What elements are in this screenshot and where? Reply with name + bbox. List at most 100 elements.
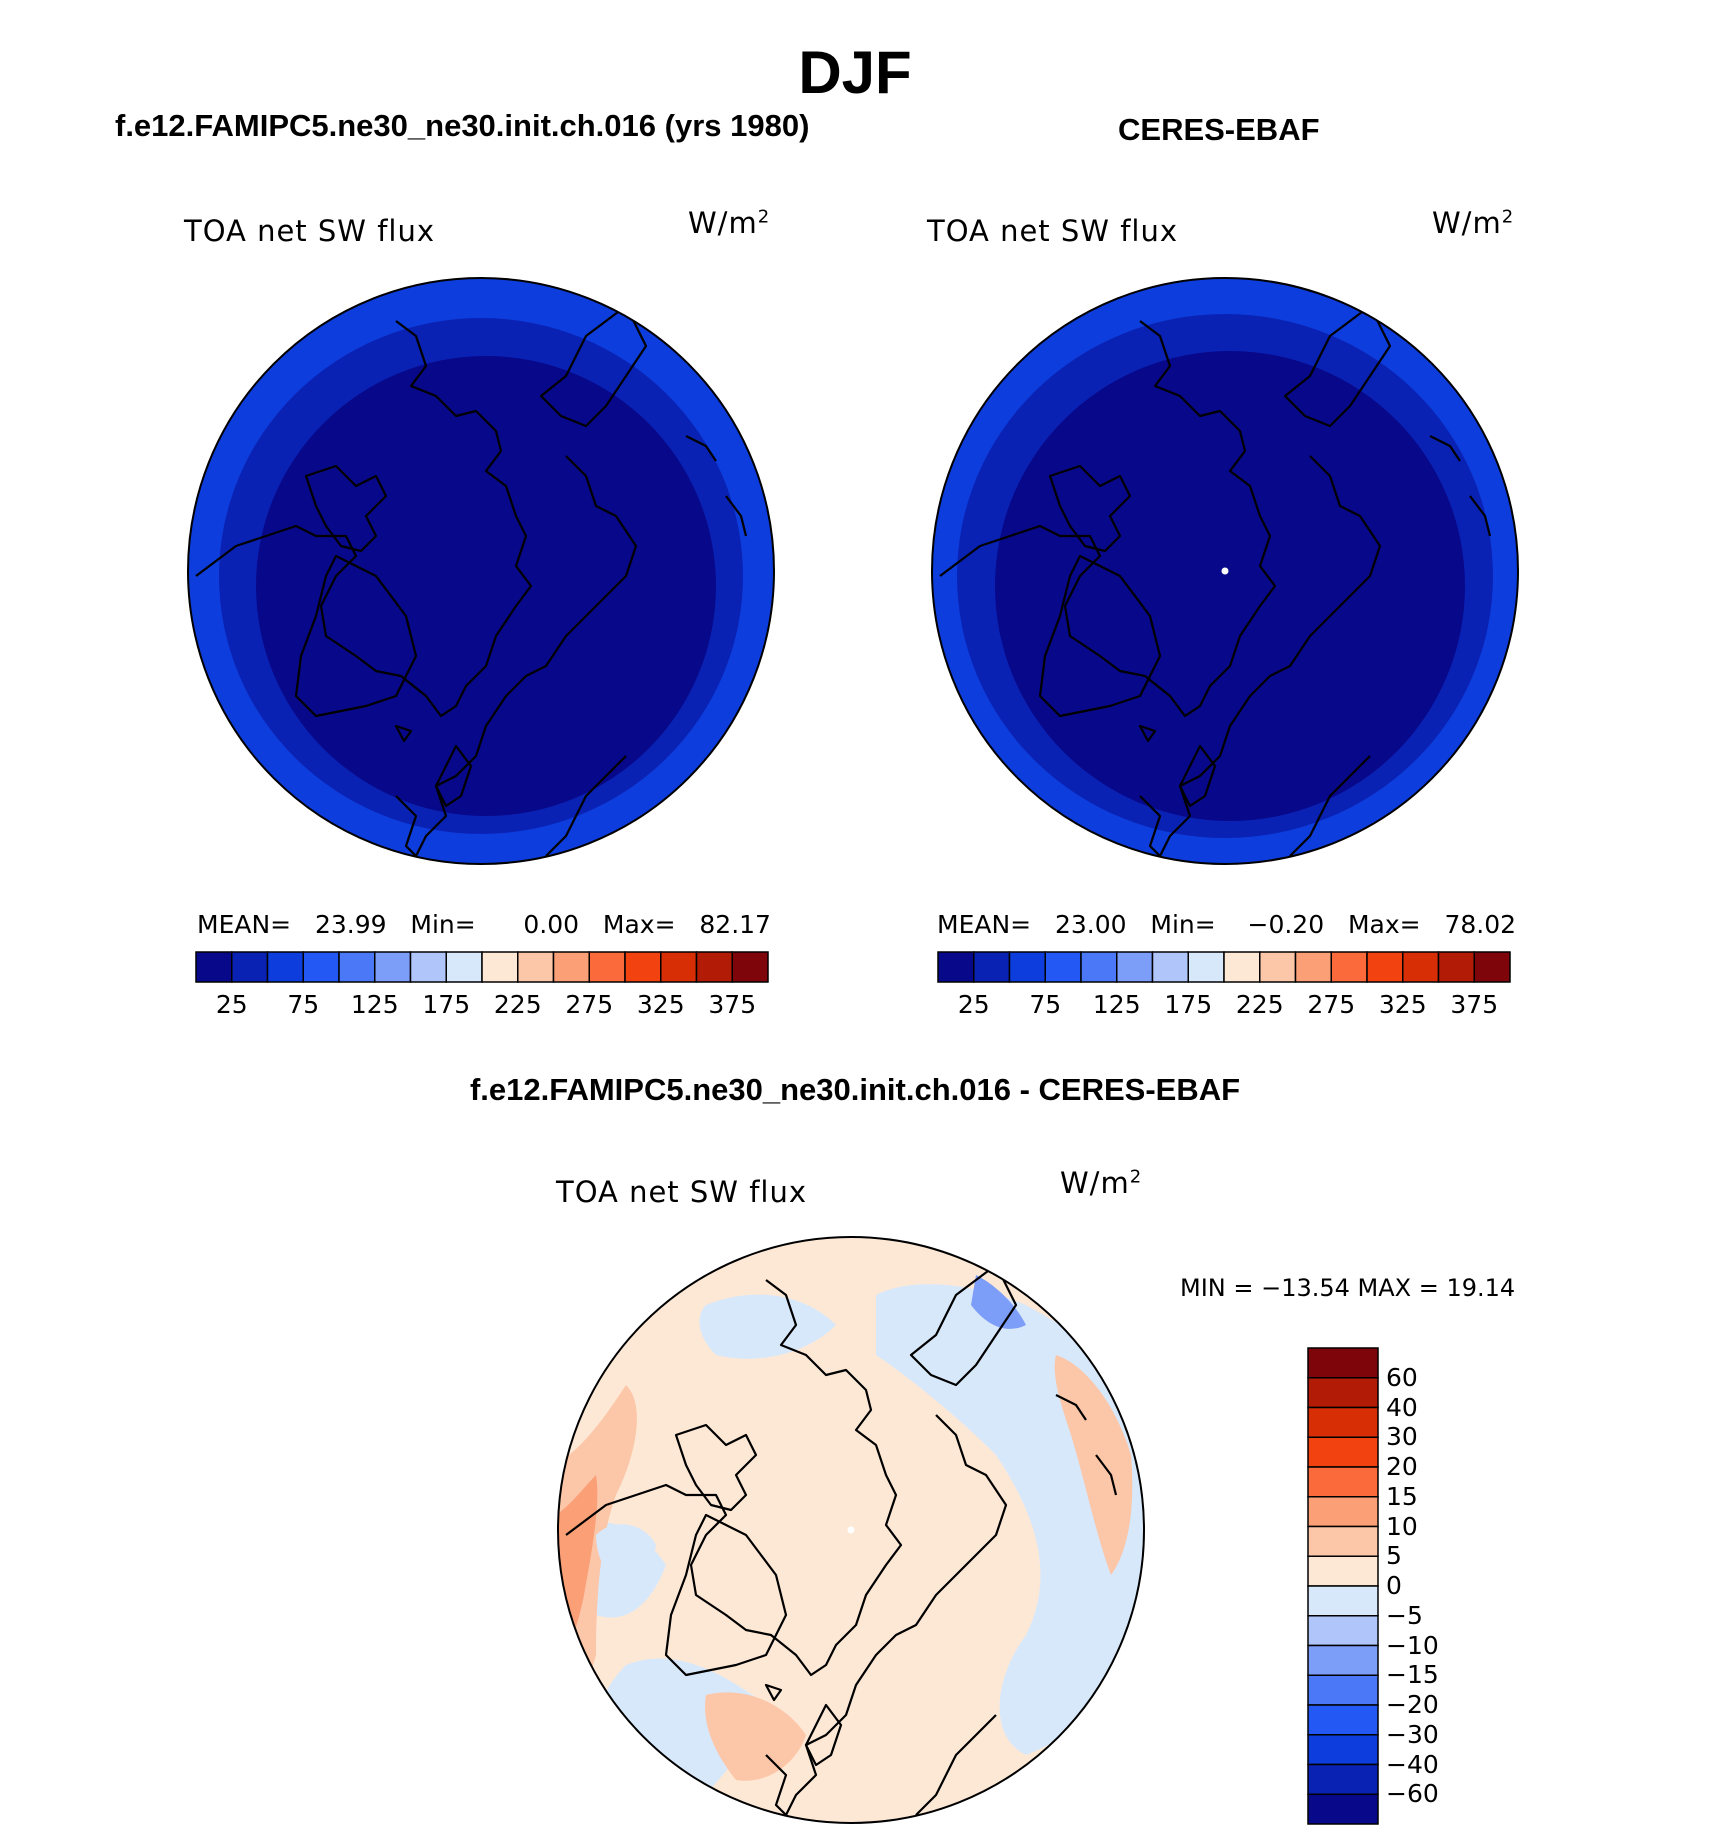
colorbar-swatch	[1307, 1793, 1379, 1825]
obs-stats: MEAN= 23.00 Min= −0.20 Max= 78.02	[937, 910, 1517, 939]
colorbar-swatch	[1116, 951, 1154, 983]
colorbar-tick-label: 325	[636, 990, 685, 1019]
colorbar-swatch	[481, 951, 519, 983]
figure-title: DJF	[798, 39, 912, 106]
diff-colorbar	[1307, 1347, 1379, 1825]
colorbar-swatch	[517, 951, 555, 983]
colorbar-tick-label: 225	[493, 990, 542, 1019]
model-stats: MEAN= 23.99 Min= 0.00 Max= 82.17	[197, 910, 771, 939]
colorbar-swatch	[1366, 951, 1404, 983]
colorbar-swatch	[1307, 1763, 1379, 1795]
colorbar-tick-label: 20	[1386, 1452, 1418, 1481]
colorbar-tick-label: 225	[1235, 990, 1284, 1019]
colorbar-swatch	[1307, 1644, 1379, 1676]
model-inner-field	[256, 356, 716, 816]
colorbar-tick-label: −10	[1386, 1630, 1439, 1660]
colorbar-swatch	[1307, 1704, 1379, 1736]
obs-variable-label: TOA net SW flux	[927, 214, 1179, 248]
colorbar-tick-label: −5	[1386, 1600, 1423, 1630]
colorbar-tick-label: 10	[1386, 1511, 1418, 1541]
obs-colorbar	[937, 951, 1511, 983]
colorbar-swatch	[1473, 951, 1511, 983]
colorbar-swatch	[937, 951, 975, 983]
colorbar-tick-label: −20	[1386, 1690, 1439, 1719]
colorbar-swatch	[1080, 951, 1118, 983]
colorbar-swatch	[1307, 1674, 1379, 1706]
colorbar-swatch	[1307, 1525, 1379, 1557]
colorbar-tick-label: 75	[287, 990, 320, 1019]
colorbar-tick-label: −30	[1386, 1719, 1439, 1749]
colorbar-swatch	[1259, 951, 1297, 983]
colorbar-tick-label: 0	[1386, 1571, 1402, 1600]
colorbar-swatch	[552, 951, 590, 983]
colorbar-tick-label: 25	[215, 990, 248, 1019]
colorbar-swatch	[1307, 1466, 1379, 1498]
colorbar-swatch	[1307, 1406, 1379, 1438]
colorbar-swatch	[1044, 951, 1082, 983]
colorbar-tick-label: 25	[957, 990, 990, 1019]
colorbar-tick-label: 75	[1029, 990, 1062, 1019]
model-colorbar	[195, 951, 769, 983]
diff-negative-region-north	[699, 1294, 836, 1359]
colorbar-tick-label: 275	[1307, 990, 1356, 1019]
colorbar-tick-label: 125	[350, 990, 399, 1019]
colorbar-swatch	[1307, 1734, 1379, 1766]
colorbar-tick-label: 175	[1164, 990, 1213, 1019]
colorbar-tick-label: 275	[565, 990, 614, 1019]
colorbar-tick-label: 175	[422, 990, 471, 1019]
colorbar-tick-label: 125	[1092, 990, 1141, 1019]
colorbar-swatch	[1402, 951, 1440, 983]
colorbar-swatch	[1330, 951, 1368, 983]
colorbar-tick-label: −40	[1386, 1749, 1439, 1779]
colorbar-swatch	[302, 951, 340, 983]
colorbar-swatch	[624, 951, 662, 983]
obs-inner-field	[995, 351, 1465, 821]
diff-panel-header: f.e12.FAMIPC5.ne30_ne30.init.ch.016 - CE…	[469, 1072, 1241, 1107]
colorbar-swatch	[660, 951, 698, 983]
colorbar-swatch	[374, 951, 412, 983]
colorbar-swatch	[1223, 951, 1261, 983]
colorbar-swatch	[1151, 951, 1189, 983]
model-variable-label: TOA net SW flux	[184, 214, 436, 248]
model-units-label: W/m2	[688, 206, 771, 240]
colorbar-tick-label: 60	[1386, 1362, 1418, 1392]
diff-land-negative	[596, 1524, 656, 1582]
colorbar-swatch	[1307, 1377, 1379, 1409]
colorbar-tick-label: 30	[1386, 1422, 1418, 1452]
diff-units-label: W/m2	[1060, 1166, 1143, 1200]
colorbar-swatch	[973, 951, 1011, 983]
obs-coastlines	[939, 304, 1492, 864]
colorbar-swatch	[445, 951, 483, 983]
colorbar-swatch	[409, 951, 447, 983]
colorbar-swatch	[1307, 1555, 1379, 1587]
colorbar-swatch	[1307, 1436, 1379, 1468]
colorbar-swatch	[338, 951, 376, 983]
colorbar-swatch	[1187, 951, 1225, 983]
colorbar-tick-label: −60	[1386, 1779, 1439, 1809]
colorbar-tick-label: 40	[1386, 1392, 1418, 1422]
obs-pole-marker	[1221, 567, 1229, 575]
colorbar-swatch	[695, 951, 733, 983]
colorbar-swatch	[231, 951, 269, 983]
diff-strong-negative-northeast	[971, 1275, 1026, 1329]
colorbar-swatch	[1437, 951, 1475, 983]
diff-pole-marker	[847, 1526, 855, 1534]
colorbar-tick-label: −15	[1386, 1660, 1439, 1690]
diff-minmax: MIN = −13.54 MAX = 19.14	[1180, 1274, 1516, 1302]
colorbar-tick-label: 375	[1450, 990, 1499, 1019]
colorbar-swatch	[1307, 1496, 1379, 1528]
colorbar-swatch	[1294, 951, 1332, 983]
colorbar-swatch	[588, 951, 626, 983]
colorbar-swatch	[195, 951, 233, 983]
diff-variable-label: TOA net SW flux	[556, 1175, 808, 1209]
colorbar-swatch	[1307, 1347, 1379, 1379]
colorbar-tick-label: 375	[708, 990, 757, 1019]
obs-panel-header: CERES-EBAF	[1118, 112, 1320, 147]
model-polar-map	[187, 277, 775, 865]
obs-units-label: W/m2	[1432, 206, 1515, 240]
colorbar-swatch	[266, 951, 304, 983]
colorbar-swatch	[1307, 1615, 1379, 1647]
colorbar-swatch	[1008, 951, 1046, 983]
obs-polar-map	[931, 277, 1519, 865]
colorbar-swatch	[1307, 1585, 1379, 1617]
